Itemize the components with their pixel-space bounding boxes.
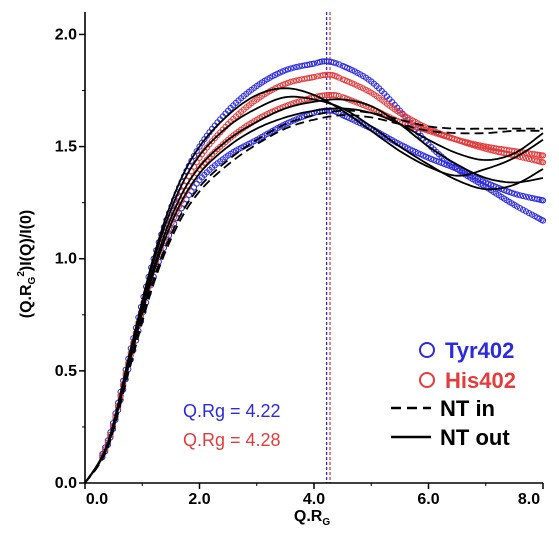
point-tyr402-1-44	[193, 180, 200, 187]
point-tyr402-1-163	[503, 187, 510, 195]
y-tick-label-0: 0.0	[55, 475, 77, 492]
point-tyr402-0-177	[539, 217, 547, 224]
point-his402-2-93	[322, 71, 329, 79]
y-tick-label-1: 0.5	[55, 363, 77, 380]
curve-nt-out-6	[84, 87, 544, 484]
point-tyr402-0-168	[516, 205, 524, 212]
curve-nt-out-8	[84, 98, 544, 484]
x-tick-label-1: 2.0	[188, 491, 210, 508]
qrg-annotation-tyr: Q.Rg = 4.22	[183, 401, 281, 421]
point-tyr402-0-80	[287, 65, 294, 72]
point-tyr402-1-169	[519, 192, 527, 200]
qrg-reference-lines	[325, 12, 331, 483]
point-his402-3-174	[534, 151, 541, 158]
point-tyr402-1-140	[443, 161, 450, 168]
curve-nt-out-7	[84, 95, 544, 484]
curve-nt-out-9	[84, 107, 544, 484]
qrg-annotation-his: Q.Rg = 4.28	[183, 430, 281, 450]
point-his402-3-139	[441, 132, 448, 139]
point-his402-3-171	[525, 150, 533, 157]
legend-marker-his402	[419, 372, 435, 388]
point-tyr402-0-82	[293, 63, 300, 71]
point-tyr402-1-174	[534, 196, 541, 203]
point-tyr402-1-177	[539, 197, 547, 204]
point-tyr402-0-94	[323, 58, 330, 65]
legend-label-his402: His402	[445, 368, 516, 393]
point-his402-3-136	[433, 130, 440, 137]
point-tyr402-1-171	[525, 194, 533, 201]
point-tyr402-0-92	[319, 58, 326, 65]
point-tyr402-1-164	[506, 188, 513, 195]
data-series	[84, 58, 547, 484]
point-tyr402-0-170	[522, 208, 530, 215]
point-his402-3-93	[321, 92, 328, 99]
point-tyr402-0-79	[284, 66, 292, 73]
point-his402-3-167	[514, 148, 521, 155]
legend-label-tyr402: Tyr402	[445, 338, 514, 363]
legend: Tyr402 His402 NT in NT out	[391, 338, 516, 450]
point-tyr402-0-87	[306, 61, 313, 68]
point-his402-2-81	[290, 78, 297, 85]
point-tyr402-1-165	[508, 189, 515, 196]
point-tyr402-1-83	[295, 115, 303, 122]
x-tick-label-0: 0.0	[86, 491, 108, 508]
point-his402-2-79	[284, 79, 292, 86]
point-tyr402-0-99	[336, 61, 343, 68]
y-axis-title: (Q.RG2)I(Q)/I(0)	[16, 210, 38, 318]
point-his402-3-169	[519, 149, 527, 156]
point-tyr402-0-171	[525, 210, 533, 217]
curve-nt-in-4	[84, 109, 543, 484]
y-tick-label-2: 1.0	[55, 251, 77, 268]
point-his402-2-177	[539, 159, 547, 166]
axis-ticks: 0.0 2.0 4.0 6.0 8.0 0.0 0.5 1.0 1.5 2.0	[55, 26, 544, 508]
point-tyr402-0-97	[330, 59, 337, 66]
curve-nt-in-5	[84, 114, 543, 484]
point-his402-3-98	[333, 92, 340, 99]
point-tyr402-1-166	[511, 190, 518, 197]
point-tyr402-1-167	[514, 191, 521, 198]
point-tyr402-0-44	[193, 148, 200, 155]
x-axis-title: Q.RG	[294, 508, 330, 528]
point-his402-3-94	[323, 92, 331, 99]
y-tick-label-4: 2.0	[55, 26, 77, 43]
legend-label-nt-out: NT out	[440, 425, 510, 450]
x-tick-label-3: 6.0	[417, 491, 439, 508]
point-tyr402-0-83	[296, 63, 303, 70]
legend-label-nt-in: NT in	[440, 396, 495, 421]
x-tick-label-4: 8.0	[518, 491, 540, 508]
legend-marker-tyr402	[419, 342, 435, 358]
point-tyr402-0-169	[519, 206, 527, 213]
point-his402-3-177	[539, 152, 547, 159]
point-his402-2-106	[354, 82, 361, 89]
y-tick-label-3: 1.5	[55, 139, 77, 156]
point-his402-2-90	[314, 73, 321, 80]
point-tyr402-1-170	[522, 193, 530, 200]
point-his402-2-95	[326, 71, 334, 78]
point-his402-2-167	[514, 153, 521, 160]
point-tyr402-1-168	[516, 192, 524, 199]
point-his402-2-87	[306, 74, 313, 82]
point-his402-2-99	[336, 74, 343, 81]
point-his402-2-80	[287, 78, 294, 86]
point-his402-2-82	[293, 77, 300, 84]
point-his402-2-89	[310, 73, 318, 81]
point-tyr402-0-98	[333, 60, 340, 67]
point-tyr402-0-81	[290, 64, 297, 71]
point-tyr402-0-89	[310, 60, 318, 67]
point-tyr402-1-107	[357, 120, 364, 127]
point-tyr402-1-43	[190, 184, 198, 191]
x-tick-label-2: 4.0	[303, 491, 325, 508]
